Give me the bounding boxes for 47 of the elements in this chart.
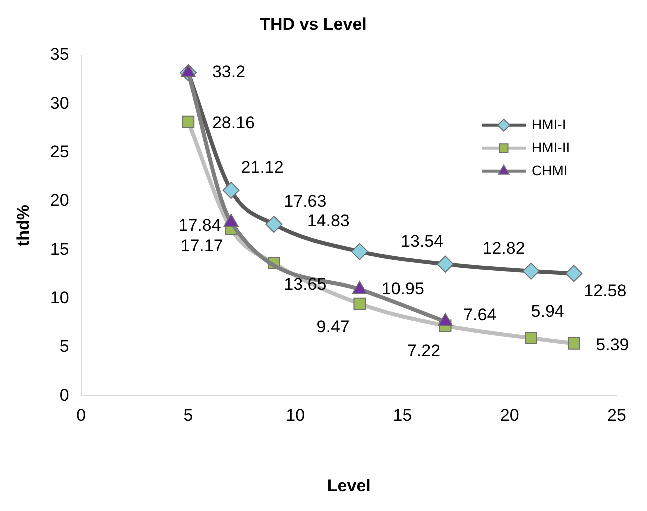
x-tick-label: 20 <box>500 406 520 426</box>
data-label: 7.22 <box>407 342 441 361</box>
data-label: 33.2 <box>212 62 246 82</box>
data-label: 17.84 <box>178 216 222 236</box>
point <box>266 216 283 234</box>
point <box>222 182 240 200</box>
data-label: 13.54 <box>401 232 444 252</box>
y-axis-title: thd% <box>14 205 33 247</box>
data-label: 9.47 <box>316 318 350 337</box>
x-tick-label: 5 <box>184 406 194 426</box>
y-tick-label: 20 <box>50 191 70 210</box>
point <box>522 262 540 280</box>
y-tick-label: 25 <box>50 142 70 162</box>
y-tick-label: 0 <box>60 386 70 405</box>
point <box>182 116 195 128</box>
point <box>566 265 583 282</box>
data-label: 28.16 <box>212 114 255 133</box>
data-label: 17.17 <box>180 236 224 256</box>
point <box>354 298 366 310</box>
x-axis-title: Level <box>327 476 371 496</box>
data-label: 5.94 <box>531 302 564 322</box>
data-label: 7.64 <box>464 305 497 324</box>
data-label: 5.39 <box>596 335 630 354</box>
data-label: 21.12 <box>241 158 284 178</box>
y-tick-label: 30 <box>50 94 70 113</box>
y-tick-label: 10 <box>50 288 70 308</box>
data-label: 10.95 <box>382 279 424 298</box>
legend-label: HMI-I <box>532 116 566 132</box>
data-label: 12.82 <box>482 239 526 258</box>
x-tick-label: 15 <box>393 406 412 426</box>
point <box>437 256 454 273</box>
data-label: 14.83 <box>307 211 350 230</box>
legend-label: CHMI <box>532 162 568 178</box>
y-tick-label: 15 <box>50 240 70 259</box>
x-tick-label: 0 <box>76 406 86 426</box>
point <box>568 338 580 350</box>
y-tick-label: 35 <box>50 45 70 64</box>
y-tick-label: 5 <box>60 337 70 356</box>
legend-label: HMI-II <box>532 139 570 156</box>
x-tick-label: 25 <box>608 406 626 426</box>
chart-title: THD vs Level <box>260 14 367 34</box>
point <box>525 332 538 345</box>
data-label: 12.58 <box>584 281 627 300</box>
data-label: 17.63 <box>284 192 327 212</box>
point <box>351 243 368 260</box>
data-label: 13.65 <box>284 274 327 294</box>
x-tick-label: 10 <box>286 406 306 426</box>
